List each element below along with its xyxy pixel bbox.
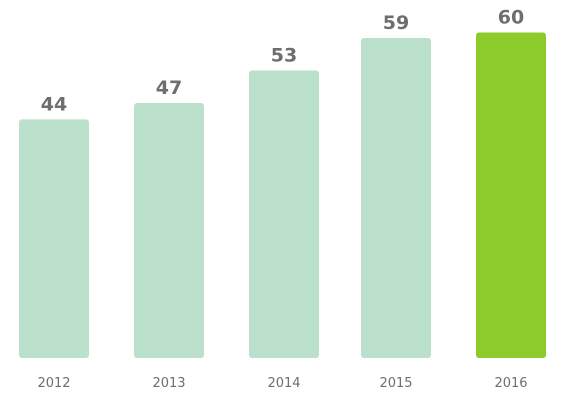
x-axis-tick-labels: 2012 2013 2014 2015 2016 [37, 376, 527, 391]
bar-value-label-2014: 53 [271, 45, 297, 67]
x-tick-label-2014: 2014 [267, 376, 300, 391]
bar-2016 [476, 32, 546, 358]
bar-2014 [249, 70, 319, 359]
bar-value-label-2016: 60 [498, 7, 524, 29]
x-tick-label-2015: 2015 [379, 376, 412, 391]
bar-value-label-2013: 47 [156, 77, 182, 99]
bar-2015 [361, 37, 431, 358]
value-labels-group: 44 47 53 59 60 [41, 7, 524, 116]
bar-2013 [134, 103, 204, 358]
bars-group [19, 32, 546, 359]
x-tick-label-2016: 2016 [494, 376, 527, 391]
bar-2012 [19, 119, 89, 358]
x-tick-label-2012: 2012 [37, 376, 70, 391]
bar-value-label-2012: 44 [41, 93, 67, 115]
bar-value-label-2015: 59 [383, 12, 409, 34]
x-tick-label-2013: 2013 [152, 376, 185, 391]
